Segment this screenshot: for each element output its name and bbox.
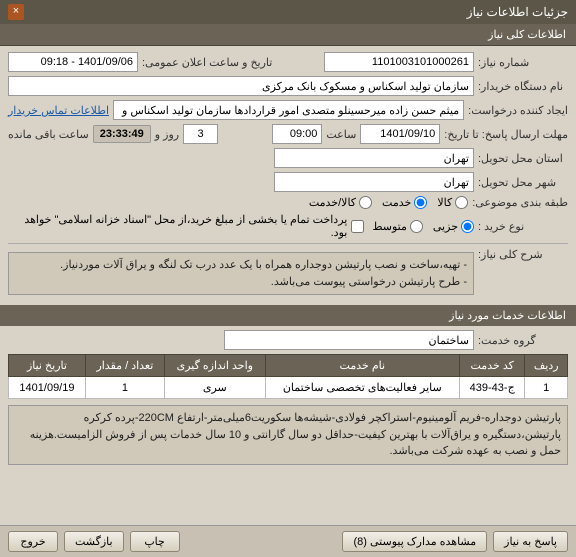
content-area: شماره نیاز: تاریخ و ساعت اعلان عمومی: نا… bbox=[0, 46, 576, 525]
keywords-label: شرح کلی نیاز: bbox=[478, 248, 568, 261]
time-label-1: ساعت bbox=[326, 128, 356, 141]
table-cell: 1 bbox=[85, 377, 164, 399]
cat-goods-radio[interactable] bbox=[455, 196, 468, 209]
cat-goods-option[interactable]: کالا bbox=[437, 196, 468, 209]
buyer-org-field[interactable] bbox=[8, 76, 474, 96]
pay-note-checkbox[interactable] bbox=[351, 220, 364, 233]
creator-field[interactable] bbox=[113, 100, 464, 120]
cat-service-option[interactable]: خدمت bbox=[382, 196, 427, 209]
cat-goods-label: کالا bbox=[437, 196, 452, 209]
table-cell: ج-43-439 bbox=[459, 377, 525, 399]
delivery-city-field[interactable] bbox=[274, 172, 474, 192]
table-header: نام خدمت bbox=[265, 355, 459, 377]
creator-label: ایجاد کننده درخواست: bbox=[468, 104, 568, 117]
back-button[interactable]: بازگشت bbox=[64, 531, 124, 552]
category-label: طبقه بندی موضوعی: bbox=[472, 196, 568, 209]
buy-type-radio-group: جزیی متوسط bbox=[372, 220, 474, 233]
service-group-field[interactable] bbox=[224, 330, 474, 350]
buyer-org-label: نام دستگاه خریدار: bbox=[478, 80, 568, 93]
category-radio-group: کالا خدمت کالا/خدمت bbox=[309, 196, 468, 209]
titlebar: جزئیات اطلاعات نیاز × bbox=[0, 0, 576, 24]
exit-button[interactable]: خروج bbox=[8, 531, 58, 552]
cat-both-radio[interactable] bbox=[359, 196, 372, 209]
days-remaining bbox=[183, 124, 218, 144]
buy-partial-option[interactable]: جزیی bbox=[433, 220, 474, 233]
delivery-province-field[interactable] bbox=[274, 148, 474, 168]
tab-label: اطلاعات کلی نیاز bbox=[488, 29, 566, 41]
keywords-box: - تهیه،ساخت و نصب پارتیشن دوجداره همراه … bbox=[8, 252, 474, 295]
cat-service-radio[interactable] bbox=[414, 196, 427, 209]
service-section-header: اطلاعات خدمات مورد نیاز bbox=[0, 305, 576, 326]
delivery-city-label: شهر محل تحویل: bbox=[478, 176, 568, 189]
time-remaining-suffix: ساعت باقی مانده bbox=[8, 128, 89, 141]
contact-link[interactable]: اطلاعات تماس خریدار bbox=[8, 104, 109, 117]
need-no-label: شماره نیاز: bbox=[478, 56, 568, 69]
buy-medium-label: متوسط bbox=[372, 220, 407, 233]
buy-partial-label: جزیی bbox=[433, 220, 458, 233]
table-cell: 1 bbox=[525, 377, 568, 399]
reply-until-label: مهلت ارسال پاسخ: تا تاریخ: bbox=[444, 128, 568, 141]
pay-note-row: پرداخت تمام یا بخشی از مبلغ خرید،از محل … bbox=[8, 213, 364, 239]
table-row[interactable]: 1ج-43-439سایر فعالیت‌های تخصصی ساختمانسر… bbox=[9, 377, 568, 399]
need-no-field[interactable] bbox=[324, 52, 474, 72]
reply-until-date[interactable] bbox=[360, 124, 440, 144]
days-label: روز و bbox=[155, 128, 179, 141]
service-group-label: گروه خدمت: bbox=[478, 334, 568, 347]
attachments-button[interactable]: مشاهده مدارک پیوستی (8) bbox=[342, 531, 487, 552]
buy-partial-radio[interactable] bbox=[461, 220, 474, 233]
table-header: تعداد / مقدار bbox=[85, 355, 164, 377]
public-datetime-label: تاریخ و ساعت اعلان عمومی: bbox=[142, 56, 272, 69]
table-cell: 1401/09/19 bbox=[9, 377, 86, 399]
buy-medium-option[interactable]: متوسط bbox=[372, 220, 423, 233]
cat-service-label: خدمت bbox=[382, 196, 411, 209]
table-header: کد خدمت bbox=[459, 355, 525, 377]
table-header: تاریخ نیاز bbox=[9, 355, 86, 377]
delivery-province-label: استان محل تحویل: bbox=[478, 152, 568, 165]
table-cell: سایر فعالیت‌های تخصصی ساختمان bbox=[265, 377, 459, 399]
detail-box: پارتیشن دوجداره-فریم آلومینیوم-استراکچر … bbox=[8, 405, 568, 465]
window-title: جزئیات اطلاعات نیاز bbox=[467, 5, 568, 19]
table-cell: سری bbox=[164, 377, 265, 399]
cat-both-label: کالا/خدمت bbox=[309, 196, 356, 209]
table-header: ردیف bbox=[525, 355, 568, 377]
service-table: ردیفکد خدمتنام خدمتواحد اندازه گیریتعداد… bbox=[8, 354, 568, 399]
footer-bar: پاسخ به نیاز مشاهده مدارک پیوستی (8) چاپ… bbox=[0, 525, 576, 557]
tab-header: اطلاعات کلی نیاز bbox=[0, 24, 576, 46]
time-remaining: 23:33:49 bbox=[93, 125, 151, 143]
pay-note-label: پرداخت تمام یا بخشی از مبلغ خرید،از محل … bbox=[8, 213, 347, 239]
cat-both-option[interactable]: کالا/خدمت bbox=[309, 196, 372, 209]
buy-type-label: نوع خرید : bbox=[478, 220, 568, 233]
close-icon[interactable]: × bbox=[8, 4, 24, 20]
table-header: واحد اندازه گیری bbox=[164, 355, 265, 377]
public-datetime-field[interactable] bbox=[8, 52, 138, 72]
reply-button[interactable]: پاسخ به نیاز bbox=[493, 531, 568, 552]
print-button[interactable]: چاپ bbox=[130, 531, 180, 552]
reply-until-time[interactable] bbox=[272, 124, 322, 144]
buy-medium-radio[interactable] bbox=[410, 220, 423, 233]
